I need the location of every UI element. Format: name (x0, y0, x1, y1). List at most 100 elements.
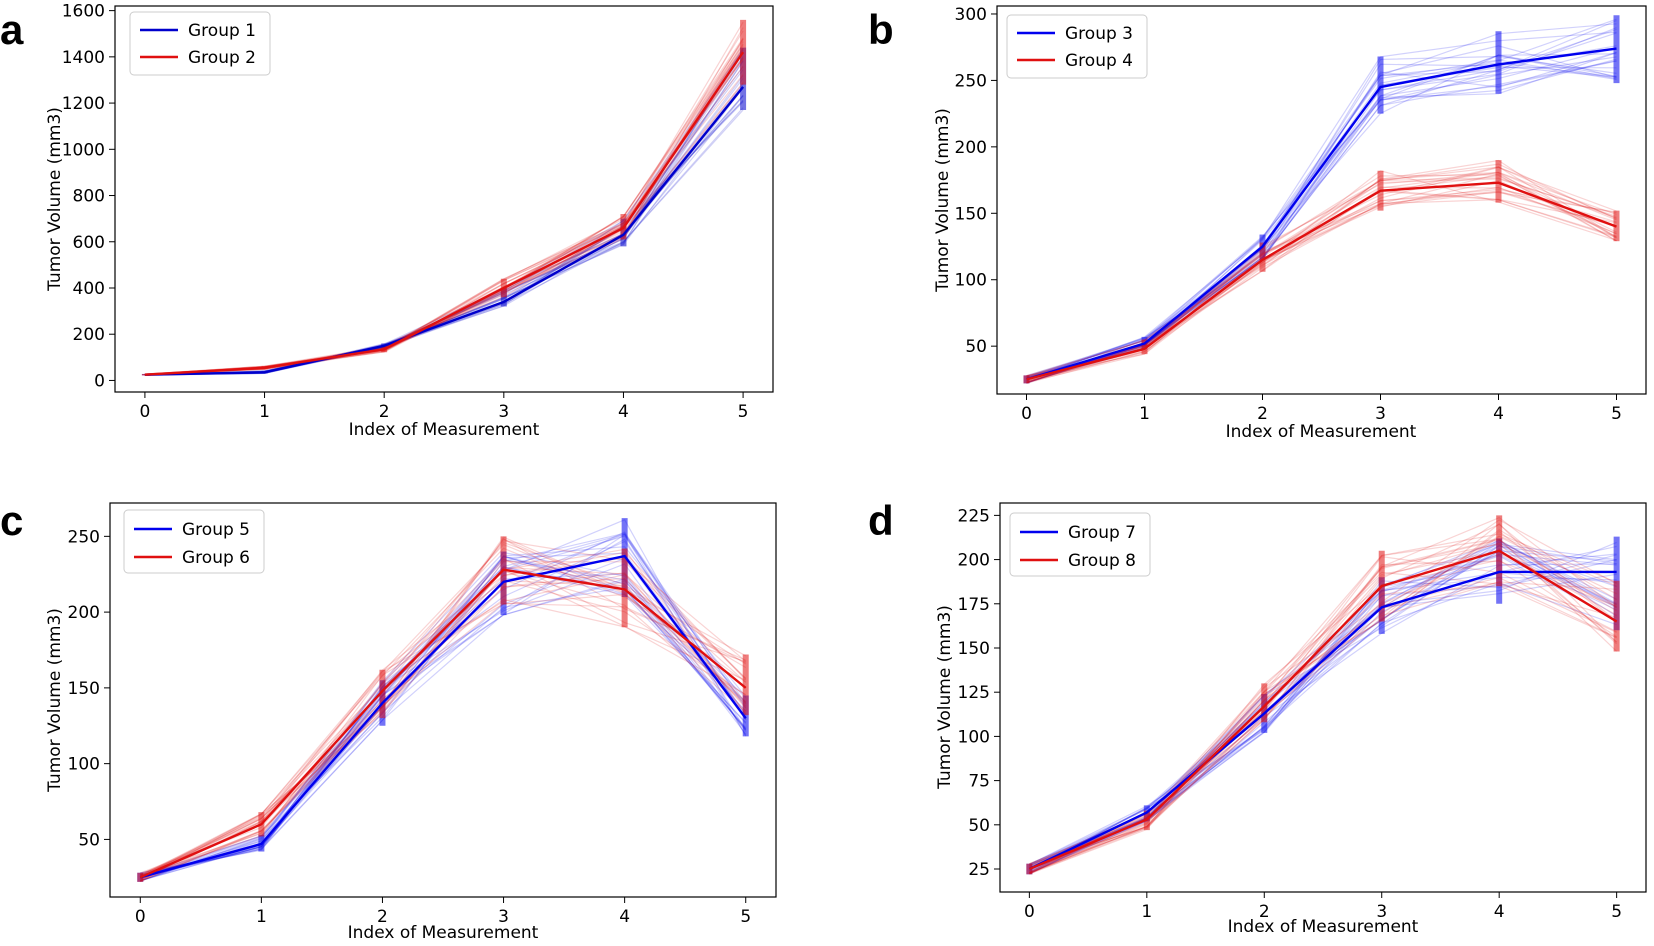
trace-line (1029, 519, 1617, 874)
mean-line-group-4 (1026, 181, 1617, 381)
trace-line (1029, 581, 1617, 865)
x-tick-label: 1 (259, 402, 270, 422)
legend-label-group-4: Group 4 (1065, 51, 1133, 71)
trace-line (140, 573, 747, 877)
y-tick-label: 175 (958, 595, 990, 615)
trace-line (1029, 529, 1617, 867)
x-tick-label: 2 (1257, 404, 1268, 424)
trace-line (1029, 555, 1617, 869)
y-tick-label: 1200 (62, 94, 105, 114)
x-axis-label: Index of Measurement (348, 923, 539, 943)
trace-line (1029, 554, 1617, 866)
trace-line (140, 540, 747, 879)
trace-line (1029, 563, 1617, 870)
trace-line (1026, 28, 1617, 377)
trace-line (1029, 522, 1618, 875)
y-tick-label: 50 (78, 830, 100, 850)
x-tick-label: 2 (379, 402, 390, 422)
trace-line (1026, 51, 1617, 378)
y-tick-label: 0 (94, 371, 105, 391)
trace-line (140, 536, 747, 879)
trace-line (140, 552, 747, 882)
trace-line (1026, 59, 1617, 382)
trace-line (1029, 523, 1618, 874)
trace-line (1026, 199, 1617, 382)
trace-line (1026, 178, 1617, 378)
trace-line (1029, 543, 1618, 875)
panel-a: a 0 1 2 3 4 5 0 200 400 600 800 1000 1200 1400 1600 In… (0, 2, 774, 440)
trace-line (1029, 576, 1617, 866)
legend-label-group-1: Group 1 (188, 21, 256, 41)
y-tick-label: 200 (68, 603, 100, 623)
trace-line (140, 546, 747, 882)
series-traces-group-1 (141, 47, 747, 376)
y-tick-label: 125 (958, 683, 990, 703)
trace-line (140, 533, 747, 877)
trace-line (140, 531, 747, 882)
trace-line (1029, 581, 1617, 874)
x-tick-label: 4 (1494, 902, 1505, 922)
trace-line (1026, 54, 1617, 380)
trace-line (144, 56, 744, 376)
trace-line (144, 60, 744, 376)
mean-line-group-2 (144, 51, 745, 376)
y-tick-label: 50 (968, 816, 990, 836)
legend-label-group-3: Group 3 (1065, 24, 1133, 44)
trace-line (144, 87, 744, 376)
series-traces-group-6 (137, 536, 749, 883)
x-axis-label: Index of Measurement (1228, 917, 1419, 937)
y-tick-label: 1600 (62, 2, 105, 22)
trace-line (1026, 27, 1617, 384)
legend-box (129, 11, 271, 76)
y-tick-label: 1000 (62, 140, 105, 160)
y-tick-label: 250 (68, 527, 100, 547)
x-tick-label: 5 (1611, 404, 1622, 424)
x-tick-label: 4 (1493, 404, 1504, 424)
y-tick-label: 200 (955, 138, 987, 158)
legend: Group 5 Group 6 (123, 509, 265, 574)
x-tick-label: 3 (1375, 404, 1386, 424)
y-tick-label: 100 (958, 727, 990, 747)
plot-area: 0 1 2 3 4 5 0 200 400 600 800 1000 1200 1400 1600 (62, 2, 749, 422)
trace-line (1029, 545, 1617, 867)
mean-line-group-8 (1028, 549, 1618, 871)
trace-line (1029, 541, 1617, 873)
trace-line (140, 519, 747, 879)
y-axis-label: Tumor Volume (mm3) (45, 107, 65, 292)
y-tick-label: 100 (68, 755, 100, 775)
axes-frame (109, 502, 777, 898)
y-axis-label: Tumor Volume (mm3) (45, 608, 65, 793)
panel-letter: a (0, 6, 24, 53)
trace-line (144, 95, 744, 376)
y-tick-label: 300 (955, 5, 987, 25)
legend-label-group-5: Group 5 (182, 520, 250, 540)
trace-line (140, 541, 747, 874)
trace-line (140, 563, 747, 874)
trace-line (1029, 530, 1618, 870)
trace-line (144, 83, 744, 376)
trace-line (1029, 553, 1617, 867)
y-tick-label: 250 (955, 71, 987, 91)
trace-line (140, 538, 746, 876)
trace-line (1026, 66, 1617, 381)
trace-line (1026, 190, 1617, 383)
trace-line (144, 101, 744, 376)
legend: Group 7 Group 8 (1009, 512, 1151, 577)
axes-frame (999, 502, 1647, 893)
y-tick-label: 50 (965, 337, 987, 357)
trace-line (140, 555, 747, 879)
panel-letter: c (0, 497, 23, 544)
legend-label-group-6: Group 6 (182, 548, 250, 568)
x-tick-label: 3 (1376, 902, 1387, 922)
x-tick-label: 1 (256, 907, 267, 927)
trace-line (1029, 538, 1618, 874)
trace-line (140, 535, 747, 882)
trace-line (140, 580, 747, 882)
trace-line (140, 538, 747, 883)
trace-line (1026, 174, 1617, 383)
legend-box (1006, 14, 1148, 79)
trace-line (1029, 553, 1617, 874)
panel-letter: b (868, 6, 894, 53)
trace-line (140, 572, 747, 883)
trace-line (140, 557, 747, 877)
